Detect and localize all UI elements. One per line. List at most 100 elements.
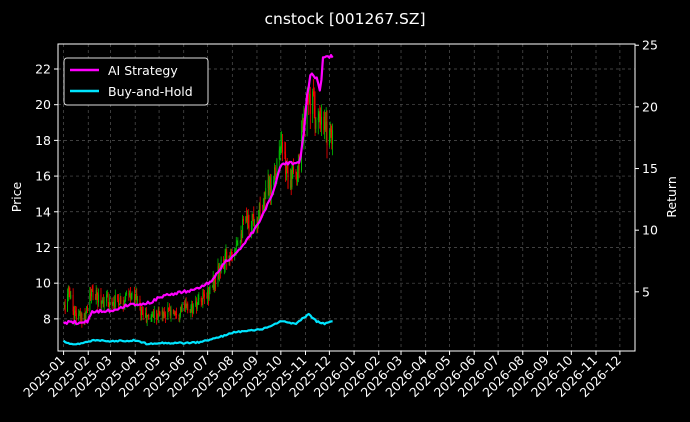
candle-body [192, 303, 193, 314]
candle-body [161, 310, 163, 315]
candle-body [207, 290, 209, 299]
candle-body [67, 287, 69, 295]
candle-body [329, 128, 331, 138]
y-tick-label: 8 [43, 311, 51, 326]
series-line-ai-strategy [62, 54, 334, 326]
candle-body [109, 297, 111, 308]
candle-body [278, 150, 280, 159]
candle-body [114, 302, 115, 308]
candle-body [106, 294, 108, 296]
candle-body [69, 291, 71, 299]
candle-body [228, 255, 230, 262]
candle-body [89, 293, 91, 311]
candle-body [332, 130, 334, 144]
plot-frame [57, 43, 636, 352]
candle-body [100, 294, 102, 304]
candle-body [320, 116, 322, 125]
candle-body [147, 315, 149, 316]
candle-body [293, 167, 295, 172]
candle-body [129, 294, 131, 299]
candle-body [296, 173, 298, 182]
candle-body [246, 215, 248, 221]
candle-body [241, 233, 243, 238]
candle-body [70, 294, 72, 299]
candle-body [141, 309, 143, 313]
y-tick-label: 16 [35, 169, 51, 184]
candle-body [98, 294, 100, 303]
candle-body [275, 176, 277, 178]
candle-body [196, 303, 198, 309]
candle-body [145, 313, 147, 323]
candle-body [122, 303, 124, 305]
candle-body [198, 297, 200, 299]
candle-body [257, 221, 259, 223]
candle-body [262, 211, 263, 212]
candle-body [78, 313, 80, 319]
candle-body [192, 305, 194, 314]
candle-body [203, 292, 205, 295]
candle-body [118, 304, 120, 305]
candle-body [279, 148, 281, 151]
candle-body [297, 163, 299, 174]
candle-body [152, 314, 154, 317]
legend: AI Strategy Buy-and-Hold [63, 57, 209, 106]
candle-body [325, 121, 327, 130]
candle-body [125, 294, 127, 299]
candle-body [291, 167, 293, 188]
candle-body [190, 306, 192, 312]
candle-body [287, 170, 289, 189]
candle-body [164, 314, 166, 318]
candle-body [330, 128, 332, 132]
candle-body [284, 151, 286, 154]
candle-body [252, 214, 254, 217]
candle-body [85, 311, 87, 319]
candle-body [184, 303, 186, 309]
y-tick-label: 22 [35, 61, 51, 76]
candle-body [175, 313, 177, 315]
candle-body [141, 309, 143, 316]
candle-body [128, 293, 130, 296]
candle-body [131, 293, 133, 295]
candle-body [158, 309, 160, 312]
y-axis-label: Price [9, 181, 24, 212]
candle-body [276, 158, 278, 177]
candle-body [225, 251, 227, 254]
candle-body [134, 298, 136, 303]
candle-body [81, 313, 83, 325]
candle-body [264, 197, 266, 199]
candle-body [203, 294, 205, 297]
candle-body [92, 291, 94, 298]
chart-title: cnstock [001267.SZ] [264, 10, 425, 28]
y-tick-label: 12 [35, 240, 51, 255]
candle-body [83, 313, 85, 325]
candle-body [86, 306, 88, 311]
candle-body [186, 303, 188, 306]
candle-body [317, 118, 319, 120]
candle-body [319, 113, 321, 118]
candle-body [324, 122, 326, 130]
candlesticks [63, 79, 334, 328]
candle-body [112, 302, 114, 304]
candle-body [136, 293, 138, 301]
candle-body [281, 142, 283, 146]
candle-body [209, 287, 211, 289]
candle-body [67, 294, 69, 312]
y2-axis: 5 10 15 20 25 [635, 38, 658, 299]
candle-body [328, 137, 330, 146]
candle-body [280, 145, 282, 149]
candle-body [315, 119, 317, 129]
candle-body [151, 316, 153, 317]
candle-body [185, 303, 187, 306]
candle-body [237, 243, 239, 245]
candle-body [250, 225, 252, 231]
candle-body [245, 216, 247, 222]
candle-body [142, 312, 144, 318]
candle-body [180, 306, 182, 312]
candle-body [309, 93, 310, 103]
candle-body [274, 167, 276, 178]
candle-body [163, 313, 165, 317]
candle-body [298, 163, 300, 171]
candle-body [289, 180, 291, 189]
legend-label-buy-and-hold: Buy-and-Hold [108, 84, 193, 99]
candle-body [137, 299, 139, 301]
